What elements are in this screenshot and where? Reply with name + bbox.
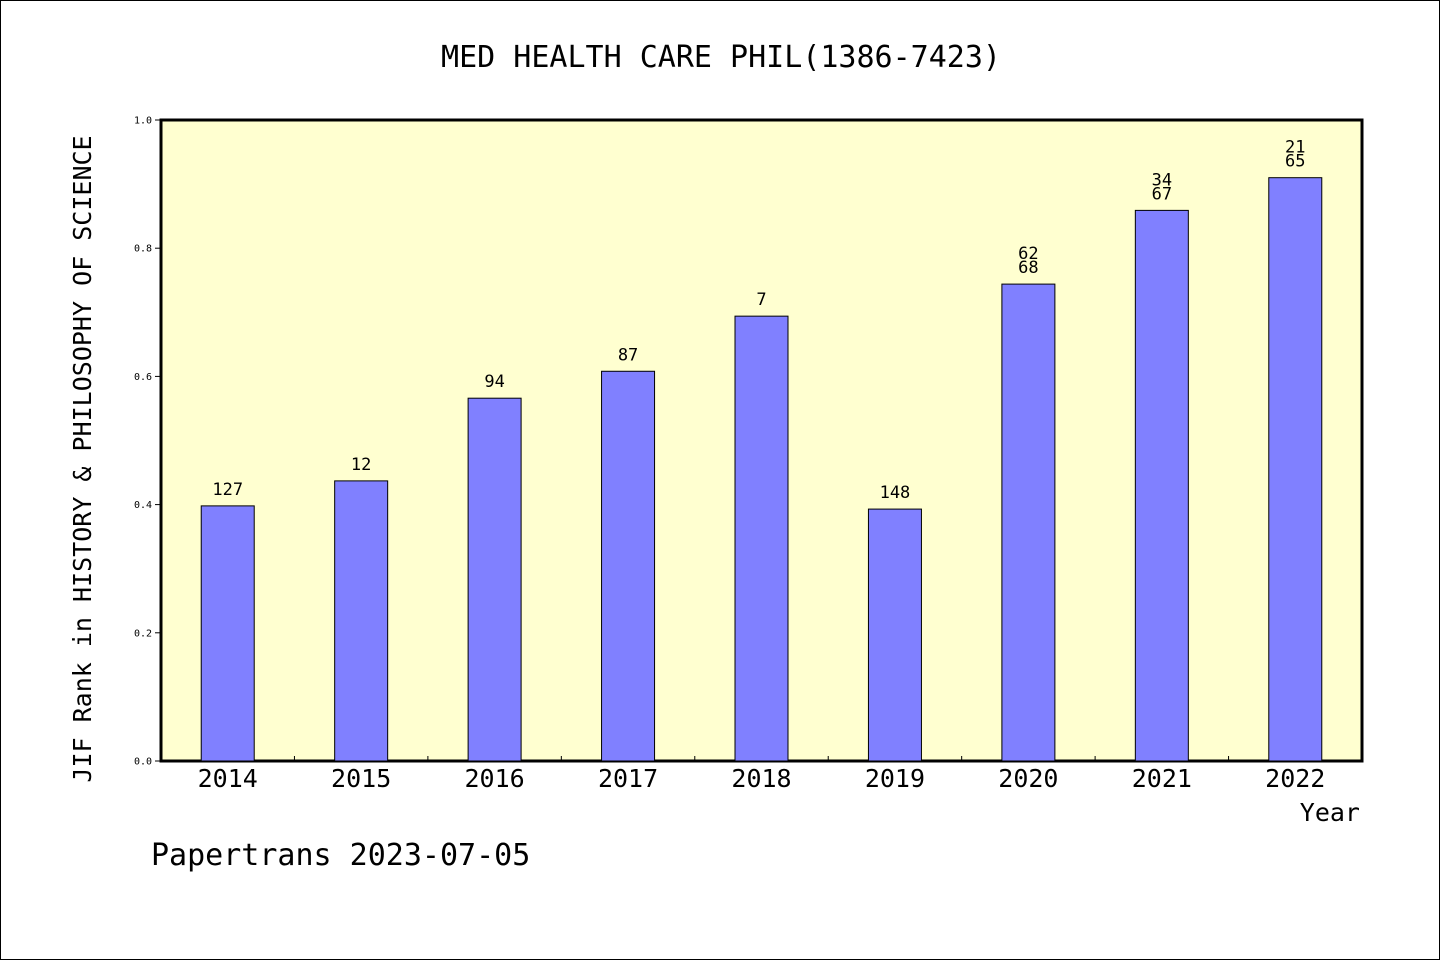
x-tick-label: 2019 [865, 764, 925, 793]
bar [734, 315, 789, 762]
x-tick-label: 2017 [598, 764, 658, 793]
bars-group [200, 177, 1323, 762]
y-tick-label: 0.8 [134, 244, 152, 255]
x-tick-label: 2022 [1265, 764, 1325, 793]
bar-data-label: 68 [1018, 258, 1038, 278]
bar [200, 505, 255, 762]
y-axis: 0.0 0.2 0.4 0.6 0.8 1.0 [134, 116, 161, 768]
y-tick-label: 0.6 [134, 372, 152, 383]
x-tick-label: 2016 [465, 764, 525, 793]
x-axis-label: Year [1300, 798, 1360, 827]
bar-data-label: 94 [484, 372, 504, 392]
y-axis-label: JIF Rank in HISTORY & PHILOSOPHY OF SCIE… [68, 135, 97, 782]
bar [467, 397, 522, 762]
x-axis: 2014 2015 2016 2017 2018 2019 2020 2021 2022 [198, 756, 1325, 793]
bar-data-label: 148 [880, 483, 911, 503]
bar-data-label: 7 [756, 290, 766, 310]
bar-data-label: 12 [351, 455, 371, 475]
bar [1134, 209, 1189, 762]
x-tick-label: 2021 [1132, 764, 1192, 793]
bar [867, 508, 922, 762]
bar [1268, 177, 1323, 762]
bar-data-label: 127 [212, 480, 243, 500]
footer-text: Papertrans 2023-07-05 [151, 838, 530, 873]
x-tick-label: 2014 [198, 764, 258, 793]
bar [1001, 283, 1056, 762]
bar-data-label: 65 [1285, 152, 1305, 172]
bar-data-label: 67 [1152, 184, 1172, 204]
bar-data-label: 87 [618, 345, 638, 365]
chart-title: MED HEALTH CARE PHIL(1386-7423) [441, 40, 1001, 75]
x-tick-label: 2018 [731, 764, 791, 793]
x-tick-label: 2015 [331, 764, 391, 793]
y-tick-label: 0.4 [134, 500, 152, 511]
bar [601, 370, 656, 762]
bar [334, 480, 389, 762]
bar-data-label: 62 [1018, 244, 1038, 264]
y-tick-label: 0.2 [134, 628, 152, 639]
y-tick-label: 0.0 [134, 757, 152, 768]
bar-data-label: 21 [1285, 138, 1305, 158]
x-tick-label: 2020 [998, 764, 1058, 793]
bar-data-label: 34 [1152, 170, 1172, 190]
y-tick-label: 1.0 [134, 116, 152, 127]
